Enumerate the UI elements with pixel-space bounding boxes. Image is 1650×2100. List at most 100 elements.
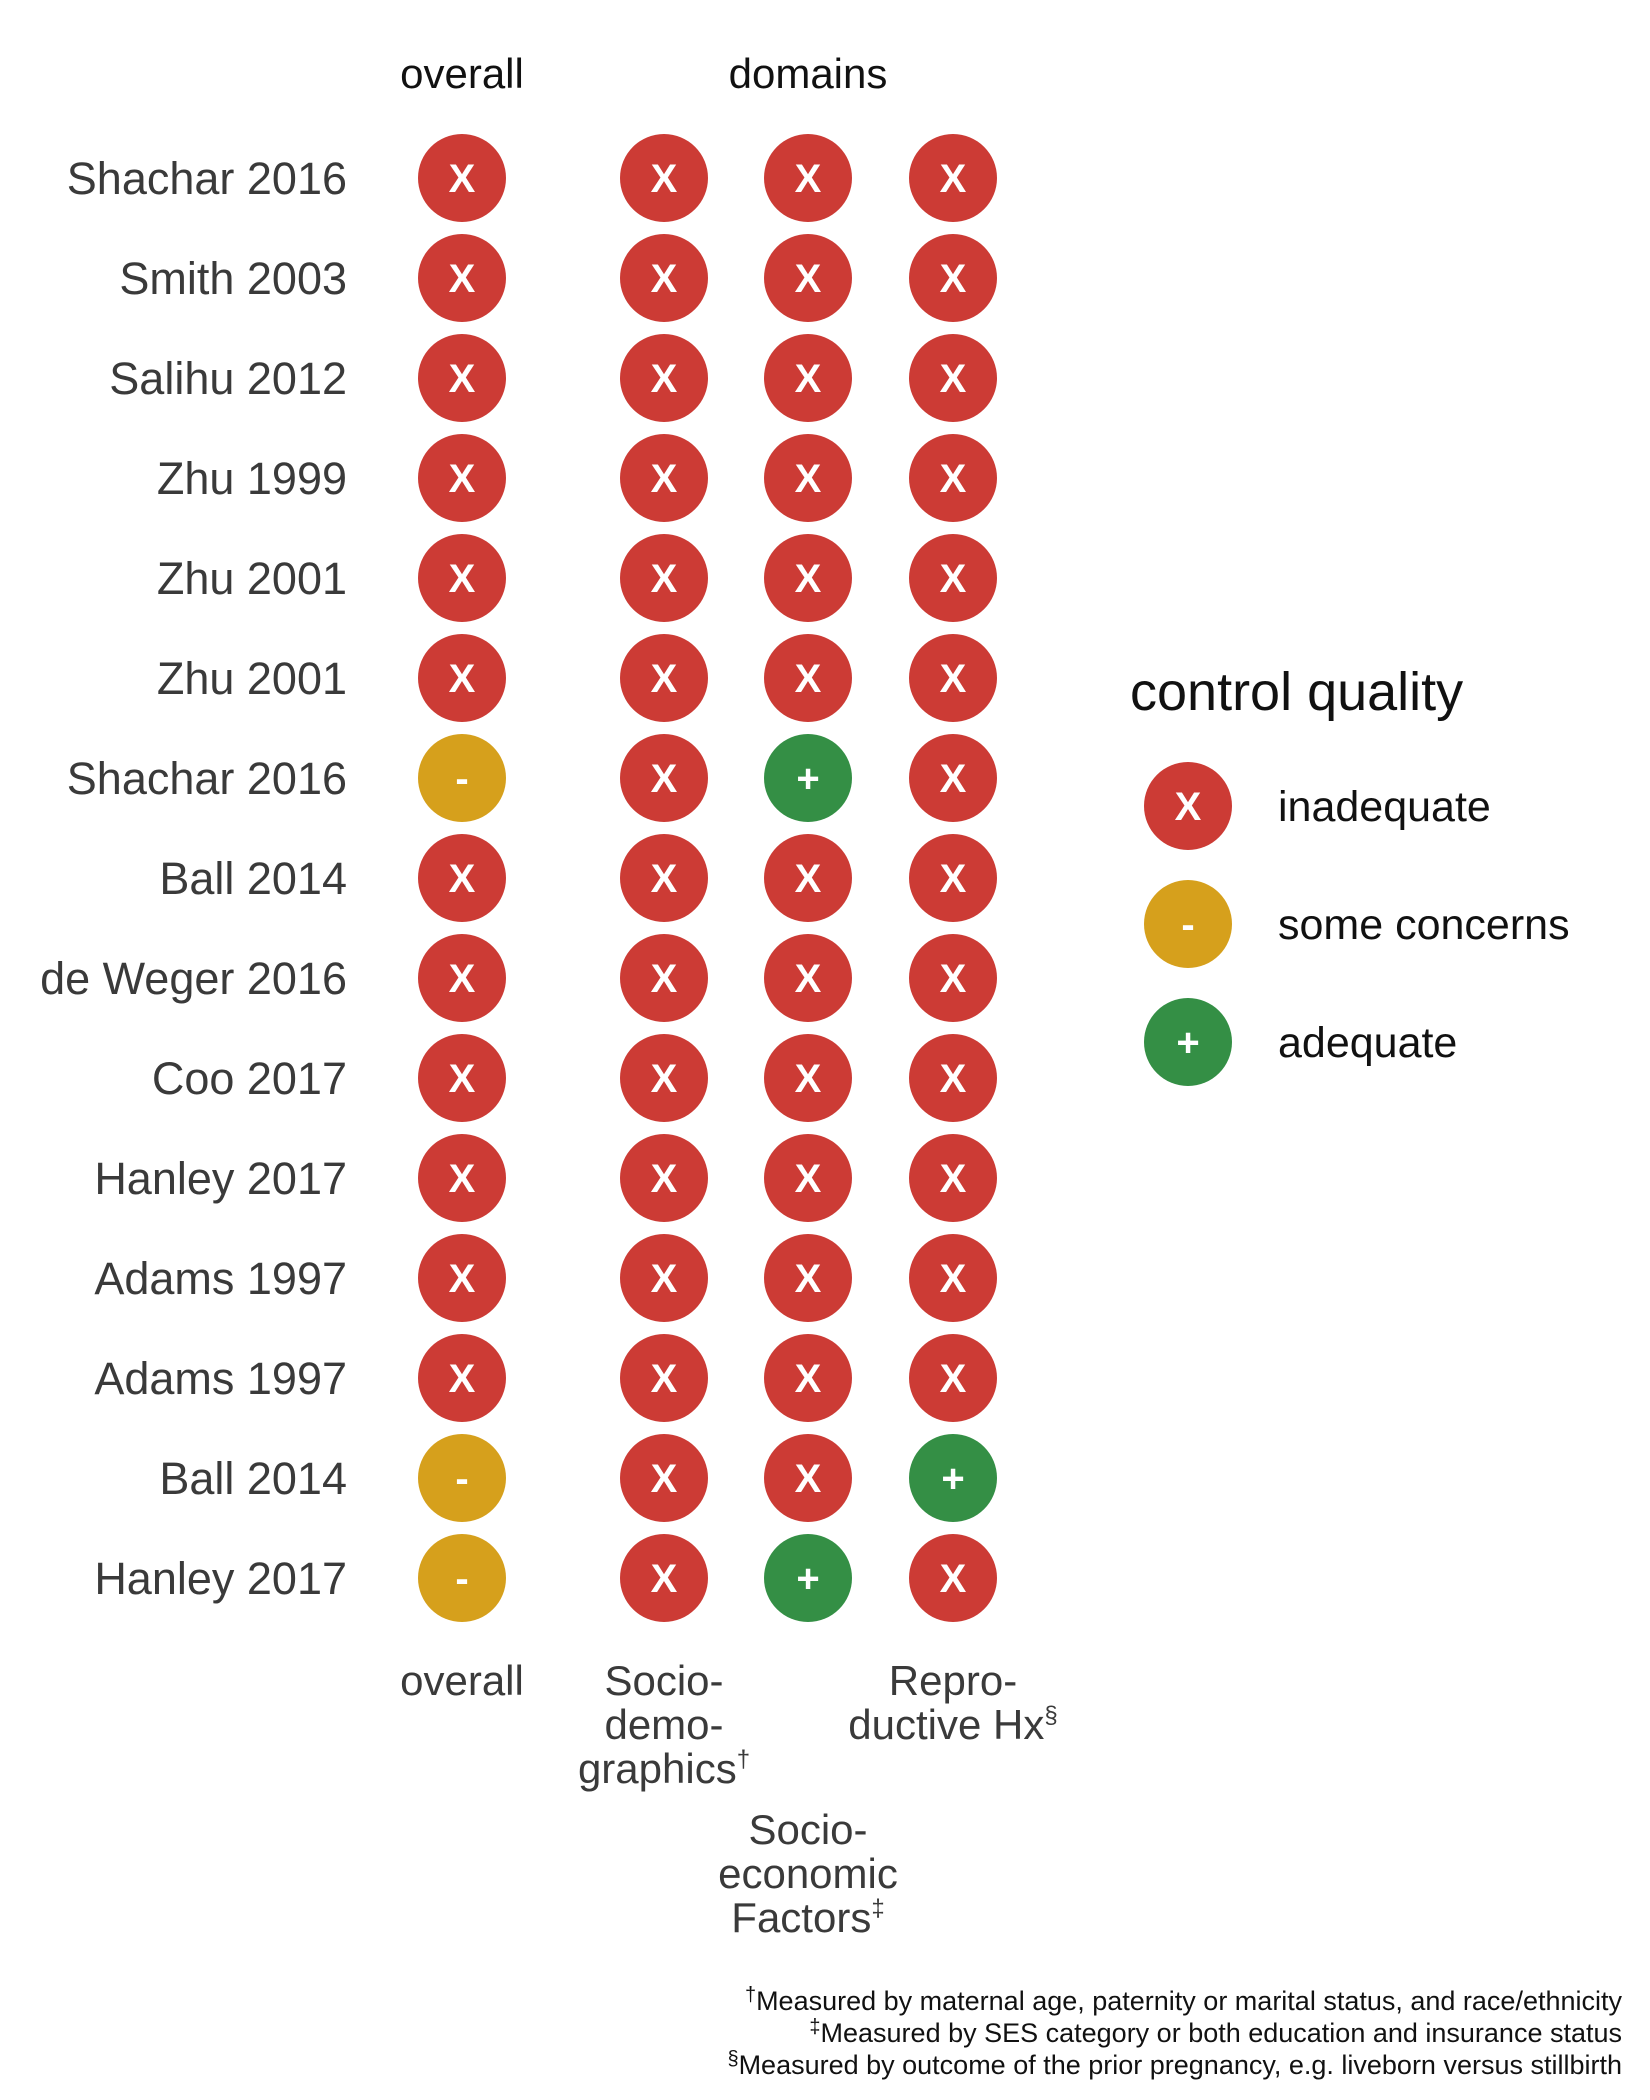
rating-dot (418, 1434, 506, 1522)
rating-symbol: X (651, 1057, 678, 1101)
rating-symbol: X (940, 1057, 967, 1101)
rating-dot (620, 534, 708, 622)
rating-symbol: X (449, 157, 476, 201)
rating-dot (909, 434, 997, 522)
rating-dot (764, 1134, 852, 1222)
rating-symbol: X (651, 157, 678, 201)
rating-dot (620, 1034, 708, 1122)
study-label: Shachar 2016 (67, 753, 347, 804)
legend-label: some concerns (1278, 901, 1570, 949)
table-row: Hanley 2017 - X + X (94, 1534, 997, 1622)
rating-symbol: X (449, 1257, 476, 1301)
rating-dot (418, 634, 506, 722)
rating-dot (909, 1034, 997, 1122)
study-label: Ball 2014 (159, 1453, 347, 1504)
legend-symbol: X (1175, 785, 1202, 829)
rating-symbol: X (795, 1457, 822, 1501)
rating-symbol: X (449, 357, 476, 401)
table-row: Coo 2017 X X X X (152, 1034, 997, 1122)
rating-symbol: X (651, 957, 678, 1001)
rating-dot (909, 234, 997, 322)
rating-dot (620, 934, 708, 1022)
column-label-overall: overall (400, 1657, 524, 1704)
rating-symbol: X (940, 857, 967, 901)
legend-symbol: + (1176, 1021, 1199, 1065)
rating-dot (909, 834, 997, 922)
rating-dot (418, 334, 506, 422)
rating-symbol: X (795, 1357, 822, 1401)
rating-dot (764, 434, 852, 522)
rating-dot (909, 734, 997, 822)
rating-dot (909, 534, 997, 622)
rating-symbol: X (795, 857, 822, 901)
rating-dot (418, 834, 506, 922)
rating-symbol: X (651, 757, 678, 801)
rating-symbol: + (796, 1557, 819, 1601)
rating-symbol: X (795, 1157, 822, 1201)
rating-dot (418, 1234, 506, 1322)
column-label-line: Repro- (889, 1657, 1017, 1704)
rating-dot (909, 1134, 997, 1222)
table-row: Salihu 2012 X X X X (109, 334, 997, 422)
rating-dot (418, 434, 506, 522)
study-label: Zhu 2001 (157, 653, 347, 704)
rating-dot (620, 334, 708, 422)
rating-dot (764, 834, 852, 922)
rating-symbol: X (940, 1357, 967, 1401)
rating-symbol: + (796, 757, 819, 801)
column-label-line: demo- (604, 1701, 723, 1748)
footnote: †Measured by maternal age, paternity or … (745, 1984, 1623, 2016)
rating-symbol: X (651, 657, 678, 701)
rating-symbol: X (651, 557, 678, 601)
rating-dot (418, 134, 506, 222)
table-row: Ball 2014 - X X + (159, 1434, 997, 1522)
rating-symbol: X (449, 957, 476, 1001)
table-row: Smith 2003 X X X X (119, 234, 997, 322)
table-row: Adams 1997 X X X X (94, 1334, 997, 1422)
rating-symbol: X (795, 657, 822, 701)
legend-symbol: - (1181, 903, 1194, 947)
rating-dot (909, 1434, 997, 1522)
study-label: Ball 2014 (159, 853, 347, 904)
rating-dot (764, 934, 852, 1022)
study-label: Hanley 2017 (94, 1553, 347, 1604)
study-label: Hanley 2017 (94, 1153, 347, 1204)
rating-symbol: X (940, 157, 967, 201)
rating-symbol: X (449, 557, 476, 601)
rating-dot (909, 634, 997, 722)
table-row: Shachar 2016 - X + X (67, 734, 997, 822)
study-label: Coo 2017 (152, 1053, 347, 1104)
rating-dot (418, 934, 506, 1022)
rating-symbol: X (940, 957, 967, 1001)
rating-symbol: X (651, 457, 678, 501)
rating-symbol: X (651, 857, 678, 901)
table-row: Zhu 2001 X X X X (157, 634, 997, 722)
column-label-line: ductive Hx§ (848, 1701, 1057, 1748)
rating-dot (620, 1234, 708, 1322)
rating-dot (764, 234, 852, 322)
rating-dot (764, 734, 852, 822)
rating-dot (418, 234, 506, 322)
study-label: Salihu 2012 (109, 353, 347, 404)
table-row: Shachar 2016 X X X X (67, 134, 997, 222)
rating-symbol: X (651, 257, 678, 301)
rating-symbol: X (795, 957, 822, 1001)
table-row: Hanley 2017 X X X X (94, 1134, 997, 1222)
legend: control quality X inadequate - some concerns… (1130, 662, 1570, 1086)
rating-dot (418, 1134, 506, 1222)
table-row: Adams 1997 X X X X (94, 1234, 997, 1322)
rating-symbol: X (449, 457, 476, 501)
rating-symbol: X (795, 457, 822, 501)
rating-dot (620, 1434, 708, 1522)
rating-dot (418, 1034, 506, 1122)
rating-symbol: + (941, 1457, 964, 1501)
rating-symbol: X (449, 857, 476, 901)
column-label-line: Socio- (604, 1657, 723, 1704)
table-row: de Weger 2016 X X X X (40, 934, 997, 1022)
rating-symbol: X (449, 257, 476, 301)
rating-symbol: X (651, 357, 678, 401)
footnote: ‡Measured by SES category or both educat… (809, 2016, 1622, 2048)
table-row: Zhu 1999 X X X X (157, 434, 997, 522)
